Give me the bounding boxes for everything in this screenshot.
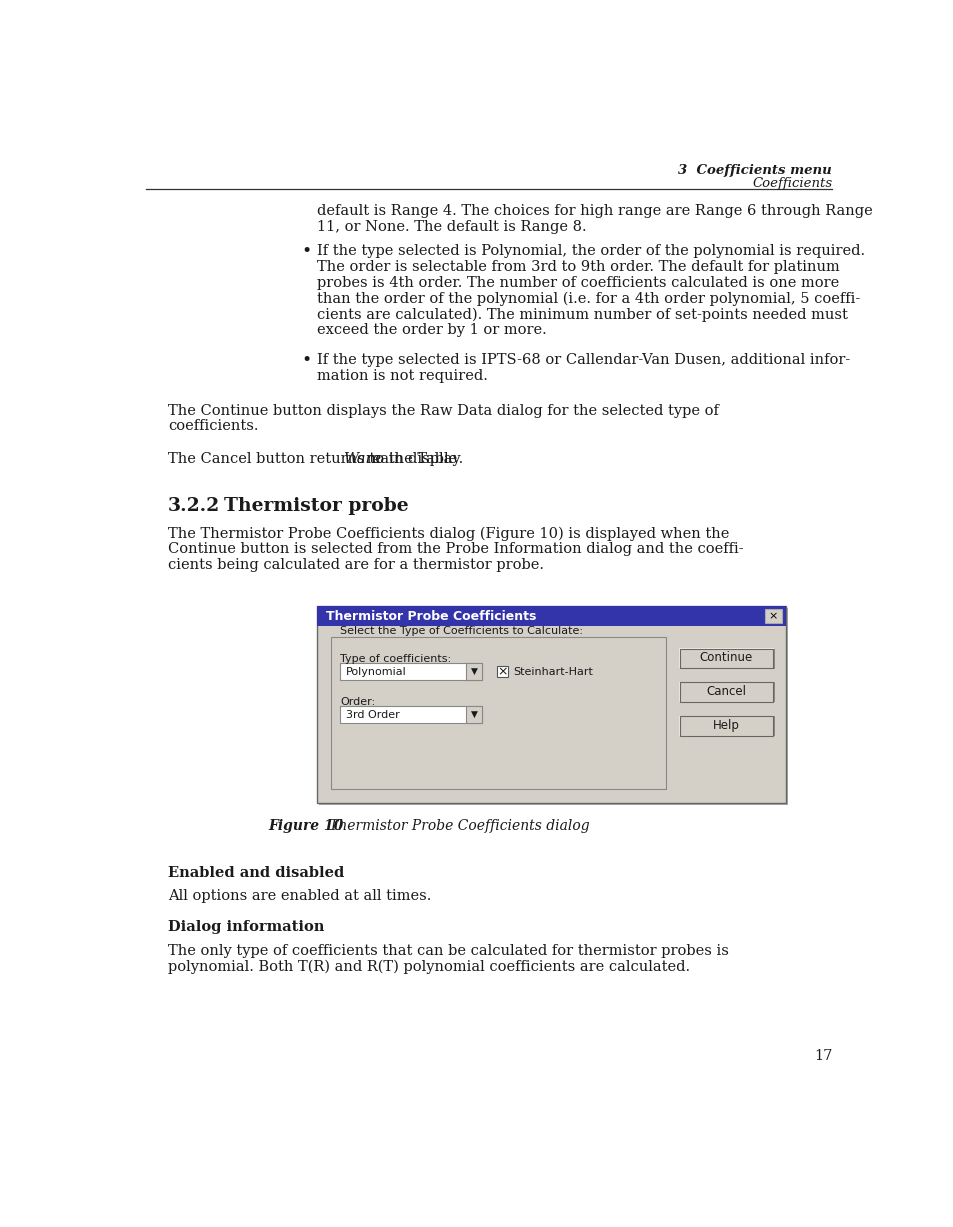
Text: mation is not required.: mation is not required.: [316, 368, 487, 383]
Text: The only type of coefficients that can be calculated for thermistor probes is: The only type of coefficients that can b…: [168, 944, 728, 958]
Text: Cancel: Cancel: [706, 685, 745, 698]
Text: Enabled and disabled: Enabled and disabled: [168, 866, 344, 880]
Text: coefficients.: coefficients.: [168, 420, 258, 433]
Bar: [679, 715, 773, 735]
Text: 11, or None. The default is Range 8.: 11, or None. The default is Range 8.: [316, 220, 586, 234]
Text: If the type selected is IPTS-68 or Callendar-Van Dusen, additional infor-: If the type selected is IPTS-68 or Calle…: [316, 353, 849, 367]
Text: Dialog information: Dialog information: [168, 920, 324, 934]
Bar: [679, 682, 773, 702]
Text: main display.: main display.: [361, 453, 462, 466]
Bar: [497, 666, 508, 677]
Bar: [679, 648, 773, 667]
Text: Coefficients: Coefficients: [751, 177, 831, 190]
Text: The Continue button displays the Raw Data dialog for the selected type of: The Continue button displays the Raw Dat…: [168, 404, 719, 417]
Text: 3rd Order: 3rd Order: [345, 709, 399, 720]
Text: Select the Type of Coefficients to Calculate:: Select the Type of Coefficients to Calcu…: [340, 626, 582, 636]
Bar: [679, 649, 773, 667]
Text: Order:: Order:: [340, 697, 375, 707]
Text: 17: 17: [813, 1049, 831, 1063]
Text: Type of coefficients:: Type of coefficients:: [340, 654, 451, 664]
Bar: [764, 610, 781, 623]
Bar: [316, 606, 785, 626]
Text: Continue button is selected from the Probe Information dialog and the coeffi-: Continue button is selected from the Pro…: [168, 542, 743, 556]
Text: ▼: ▼: [470, 667, 477, 676]
Text: probes is 4th order. The number of coefficients calculated is one more: probes is 4th order. The number of coeff…: [316, 276, 839, 290]
Text: The order is selectable from 3rd to 9th order. The default for platinum: The order is selectable from 3rd to 9th …: [316, 260, 839, 274]
Bar: [340, 663, 481, 680]
Text: 3  Coefficients menu: 3 Coefficients menu: [678, 164, 831, 177]
Text: Continue: Continue: [700, 652, 752, 664]
Text: Thermistor probe: Thermistor probe: [224, 497, 408, 515]
Bar: [466, 663, 481, 680]
Text: •: •: [301, 243, 312, 260]
Text: 3.2.2: 3.2.2: [168, 497, 220, 515]
Text: than the order of the polynomial (i.e. for a 4th order polynomial, 5 coeffi-: than the order of the polynomial (i.e. f…: [316, 292, 860, 306]
Text: ×: ×: [497, 665, 508, 679]
Text: •: •: [301, 352, 312, 369]
Bar: [679, 717, 774, 736]
Text: If the type selected is Polynomial, the order of the polynomial is required.: If the type selected is Polynomial, the …: [316, 244, 864, 258]
Text: Thermistor Probe Coefficients: Thermistor Probe Coefficients: [326, 610, 536, 622]
Text: The Thermistor Probe Coefficients dialog (Figure 10) is displayed when the: The Thermistor Probe Coefficients dialog…: [168, 526, 729, 541]
Text: All options are enabled at all times.: All options are enabled at all times.: [168, 890, 431, 903]
Bar: [331, 637, 665, 789]
Text: Polynomial: Polynomial: [345, 666, 406, 676]
Text: cients being calculated are for a thermistor probe.: cients being calculated are for a thermi…: [168, 558, 543, 572]
Text: cients are calculated). The minimum number of set-points needed must: cients are calculated). The minimum numb…: [316, 308, 847, 321]
Text: Help: Help: [712, 719, 740, 733]
Text: The Cancel button returns to the Table: The Cancel button returns to the Table: [168, 453, 456, 466]
Bar: [319, 609, 787, 805]
Text: Ware: Ware: [343, 453, 381, 466]
Bar: [679, 649, 774, 669]
Text: Thermistor Probe Coefficients dialog: Thermistor Probe Coefficients dialog: [316, 820, 589, 833]
Bar: [316, 606, 785, 802]
Text: ▼: ▼: [470, 710, 477, 719]
Bar: [679, 682, 773, 702]
Bar: [340, 707, 481, 723]
Text: default is Range 4. The choices for high range are Range 6 through Range: default is Range 4. The choices for high…: [316, 204, 872, 218]
Bar: [679, 682, 774, 702]
Text: exceed the order by 1 or more.: exceed the order by 1 or more.: [316, 323, 546, 337]
Bar: [466, 707, 481, 723]
Text: polynomial. Both T(R) and R(T) polynomial coefficients are calculated.: polynomial. Both T(R) and R(T) polynomia…: [168, 960, 689, 974]
Bar: [679, 717, 773, 735]
Text: Steinhart-Hart: Steinhart-Hart: [513, 666, 592, 676]
Text: Figure 10: Figure 10: [269, 820, 344, 833]
Text: ×: ×: [768, 611, 778, 621]
